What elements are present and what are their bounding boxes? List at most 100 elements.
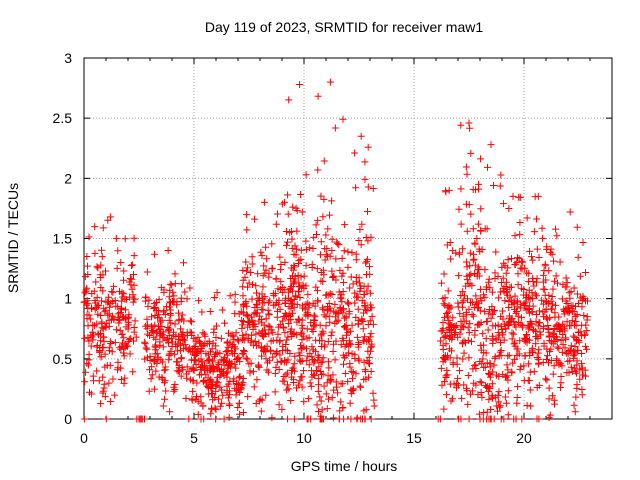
data-point — [257, 248, 265, 256]
data-point — [354, 293, 362, 301]
data-point — [364, 320, 372, 328]
data-point — [545, 395, 553, 403]
data-point — [312, 321, 320, 329]
data-point — [497, 351, 505, 359]
data-point — [291, 352, 299, 360]
data-point — [257, 315, 265, 323]
data-point — [534, 322, 542, 330]
data-point — [262, 391, 270, 399]
data-point — [329, 274, 337, 282]
data-point — [517, 314, 525, 322]
data-point — [304, 290, 312, 298]
data-point — [464, 400, 472, 408]
data-point — [516, 337, 524, 345]
data-point — [521, 301, 529, 309]
data-point — [145, 296, 153, 304]
data-point — [292, 251, 300, 259]
data-point — [460, 317, 468, 325]
data-point — [471, 327, 479, 335]
data-point — [476, 307, 484, 315]
data-point — [308, 353, 316, 361]
data-point — [497, 171, 505, 179]
data-point — [578, 350, 586, 358]
data-point — [520, 362, 528, 370]
data-point — [505, 298, 513, 306]
data-point — [227, 331, 235, 339]
data-point — [286, 229, 294, 237]
data-point — [333, 318, 341, 326]
data-point — [199, 402, 207, 410]
data-point — [571, 408, 579, 416]
data-point — [121, 340, 129, 348]
data-point — [243, 302, 251, 310]
data-point — [483, 359, 491, 367]
data-point — [359, 337, 367, 345]
data-point — [291, 263, 299, 271]
data-point — [508, 329, 516, 337]
data-point — [248, 295, 256, 303]
data-point — [118, 313, 126, 321]
data-point — [514, 383, 522, 391]
data-point — [174, 347, 182, 355]
data-point — [477, 319, 485, 327]
data-point — [111, 338, 119, 346]
data-point — [309, 328, 317, 336]
data-point — [298, 284, 306, 292]
data-point — [130, 270, 138, 278]
data-point — [356, 225, 364, 233]
data-point — [223, 373, 231, 381]
data-point — [525, 278, 533, 286]
data-point — [523, 402, 531, 409]
data-point — [550, 333, 558, 341]
data-point — [358, 220, 366, 228]
data-point — [535, 319, 543, 327]
data-point — [526, 295, 534, 303]
data-point — [141, 338, 149, 346]
data-point — [284, 238, 292, 246]
data-point — [162, 387, 170, 395]
data-point — [252, 330, 260, 338]
data-point — [333, 310, 341, 318]
data-point — [233, 387, 241, 395]
data-point — [290, 360, 298, 368]
data-point — [292, 292, 300, 300]
data-point — [368, 340, 376, 348]
data-point — [336, 266, 344, 274]
data-point — [570, 401, 578, 409]
data-point — [487, 141, 495, 149]
data-point — [109, 298, 117, 306]
data-point — [563, 318, 571, 326]
data-point — [471, 362, 479, 370]
data-point — [166, 280, 174, 288]
data-point — [573, 346, 581, 354]
data-point — [289, 272, 297, 280]
data-point — [197, 393, 205, 401]
data-point — [324, 337, 332, 345]
data-point — [116, 327, 124, 335]
data-point — [211, 350, 219, 358]
data-point — [439, 341, 447, 349]
data-point — [311, 347, 319, 355]
data-point — [572, 322, 580, 330]
data-point — [251, 337, 259, 345]
data-point — [495, 388, 503, 396]
data-point — [262, 266, 270, 274]
data-point — [329, 347, 337, 355]
data-point — [480, 409, 488, 417]
data-point — [314, 387, 322, 395]
data-point — [466, 299, 474, 307]
data-point — [298, 324, 306, 332]
data-point — [101, 350, 109, 358]
data-point — [359, 325, 367, 333]
data-point — [268, 414, 276, 422]
data-point — [471, 240, 479, 248]
x-tick-label: 10 — [296, 430, 312, 446]
data-point — [209, 362, 217, 370]
data-point — [239, 283, 247, 291]
data-point — [563, 279, 571, 287]
data-point — [485, 275, 493, 283]
data-point — [532, 318, 540, 326]
data-point — [362, 259, 370, 267]
data-point — [177, 325, 185, 333]
data-point — [144, 302, 152, 310]
